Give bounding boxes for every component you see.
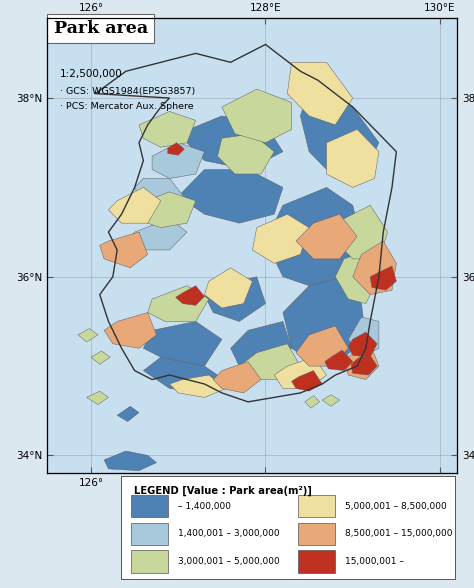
Text: 5,000,001 – 8,500,000: 5,000,001 – 8,500,000 — [345, 502, 447, 510]
Polygon shape — [143, 322, 222, 366]
Polygon shape — [139, 112, 196, 147]
Polygon shape — [91, 351, 110, 365]
Polygon shape — [301, 89, 379, 179]
Polygon shape — [135, 192, 196, 228]
Bar — [298, 550, 335, 573]
Polygon shape — [87, 391, 109, 405]
Polygon shape — [152, 143, 204, 179]
Bar — [298, 495, 335, 517]
Polygon shape — [283, 277, 366, 366]
Polygon shape — [296, 214, 357, 259]
Polygon shape — [325, 350, 353, 370]
Polygon shape — [176, 286, 204, 305]
Polygon shape — [274, 357, 327, 389]
Bar — [131, 495, 168, 517]
Bar — [298, 523, 335, 545]
Text: 8,500,001 – 15,000,000: 8,500,001 – 15,000,000 — [345, 529, 452, 539]
Polygon shape — [168, 143, 184, 155]
Polygon shape — [344, 344, 379, 379]
Polygon shape — [213, 362, 261, 393]
Polygon shape — [322, 395, 340, 406]
Text: · GCS: WGS1984(EPSG3857): · GCS: WGS1984(EPSG3857) — [60, 87, 195, 96]
Polygon shape — [335, 250, 379, 303]
Polygon shape — [305, 396, 319, 408]
Polygon shape — [178, 169, 283, 223]
Polygon shape — [353, 241, 396, 295]
Polygon shape — [109, 188, 161, 223]
Polygon shape — [104, 312, 156, 348]
Polygon shape — [126, 219, 187, 250]
Polygon shape — [178, 116, 283, 169]
Polygon shape — [348, 317, 379, 357]
Polygon shape — [148, 286, 209, 322]
Text: 15,000,001 –: 15,000,001 – — [345, 557, 404, 566]
Polygon shape — [78, 329, 98, 342]
Polygon shape — [143, 357, 230, 393]
Polygon shape — [351, 353, 377, 375]
Polygon shape — [222, 89, 292, 143]
Polygon shape — [287, 62, 353, 125]
Polygon shape — [335, 205, 388, 259]
Polygon shape — [104, 451, 156, 470]
Polygon shape — [327, 129, 379, 188]
Polygon shape — [204, 268, 252, 308]
Bar — [131, 550, 168, 573]
Polygon shape — [252, 214, 309, 263]
Polygon shape — [230, 322, 292, 366]
Text: 1:2,500,000: 1:2,500,000 — [60, 69, 122, 79]
Polygon shape — [348, 332, 377, 357]
Polygon shape — [204, 277, 265, 322]
Text: LEGEND [Value : Park area(m²)]: LEGEND [Value : Park area(m²)] — [134, 486, 312, 496]
Polygon shape — [265, 188, 362, 286]
Polygon shape — [292, 370, 322, 391]
Polygon shape — [239, 344, 301, 379]
Polygon shape — [296, 326, 348, 366]
Text: · PCS: Mercator Aux. Sphere: · PCS: Mercator Aux. Sphere — [60, 102, 193, 111]
Bar — [131, 523, 168, 545]
Polygon shape — [218, 134, 274, 174]
Polygon shape — [100, 232, 148, 268]
Text: Park area: Park area — [54, 20, 148, 37]
Polygon shape — [370, 266, 396, 290]
Text: – 1,400,000: – 1,400,000 — [178, 502, 231, 510]
Text: 1,400,001 – 3,000,000: 1,400,001 – 3,000,000 — [178, 529, 279, 539]
Polygon shape — [170, 375, 226, 397]
Polygon shape — [135, 179, 187, 214]
Polygon shape — [117, 406, 139, 422]
Text: 3,000,001 – 5,000,000: 3,000,001 – 5,000,000 — [178, 557, 280, 566]
